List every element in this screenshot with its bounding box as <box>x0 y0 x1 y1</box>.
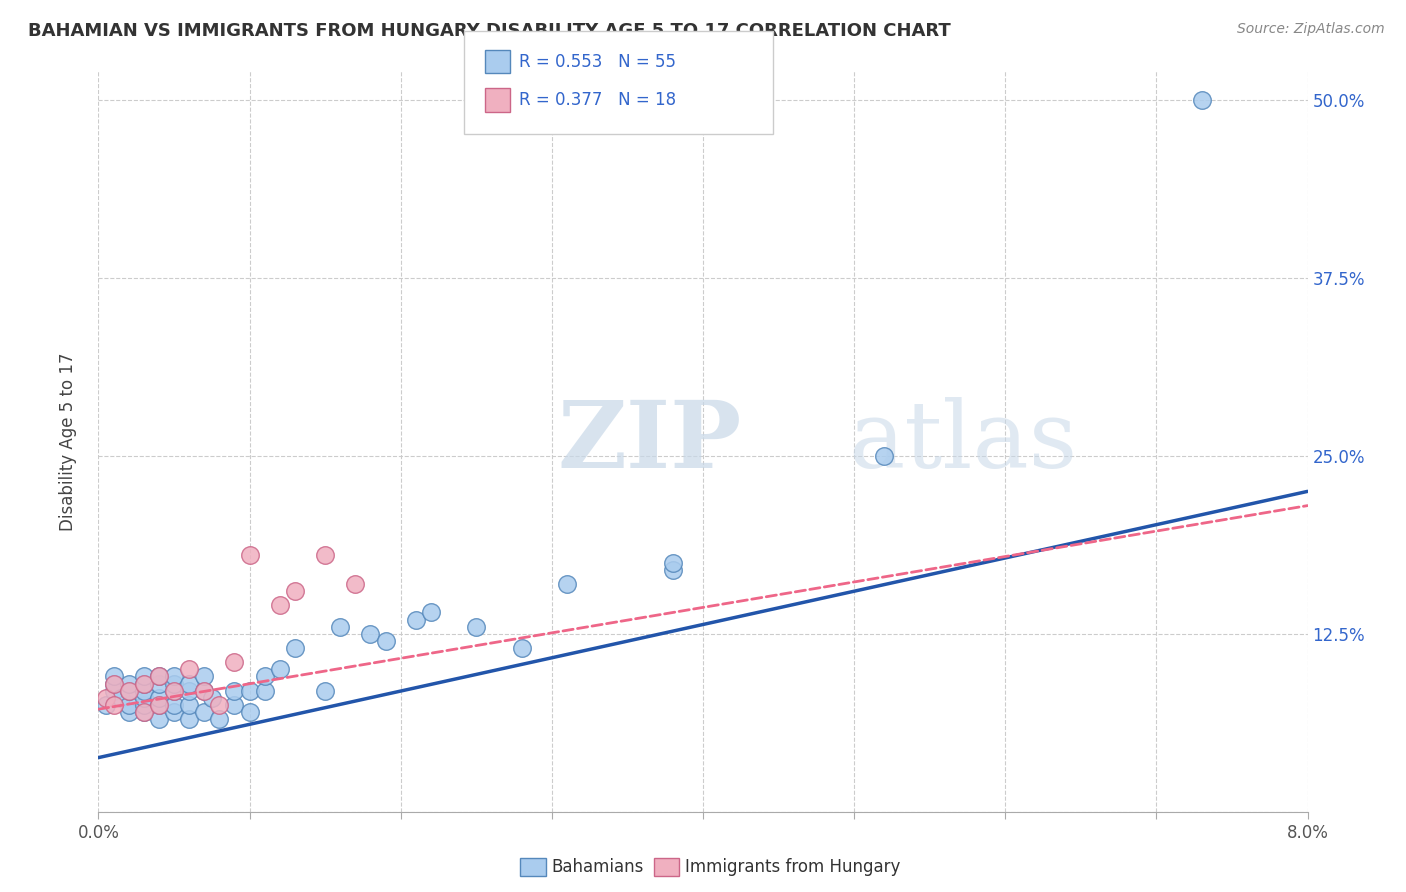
Point <box>193 669 215 683</box>
Point <box>118 683 141 698</box>
Point <box>163 683 186 698</box>
Point <box>284 640 307 655</box>
Point <box>132 705 155 719</box>
Point <box>329 619 352 633</box>
Point <box>132 698 155 712</box>
Point <box>163 705 186 719</box>
Point <box>239 683 262 698</box>
Point <box>269 662 291 676</box>
Text: Immigrants from Hungary: Immigrants from Hungary <box>685 858 900 876</box>
Point <box>103 683 125 698</box>
Text: ZIP: ZIP <box>558 397 742 486</box>
Point <box>344 577 367 591</box>
Point <box>94 698 117 712</box>
Point <box>193 683 215 698</box>
Point <box>103 676 125 690</box>
Point <box>510 640 533 655</box>
Point <box>284 584 307 599</box>
Point <box>132 676 155 690</box>
Point <box>118 705 141 719</box>
Point <box>148 690 170 705</box>
Point <box>94 690 117 705</box>
Point <box>405 613 427 627</box>
Text: BAHAMIAN VS IMMIGRANTS FROM HUNGARY DISABILITY AGE 5 TO 17 CORRELATION CHART: BAHAMIAN VS IMMIGRANTS FROM HUNGARY DISA… <box>28 22 950 40</box>
Point <box>148 669 170 683</box>
Point <box>253 683 276 698</box>
Point <box>662 556 685 570</box>
Point <box>179 712 201 726</box>
Point <box>103 698 125 712</box>
Point <box>555 577 578 591</box>
Point <box>148 712 170 726</box>
Text: atlas: atlas <box>848 397 1077 486</box>
Point <box>314 683 336 698</box>
Point <box>148 669 170 683</box>
Point <box>179 698 201 712</box>
Point <box>269 599 291 613</box>
Point <box>224 683 246 698</box>
Point <box>420 606 443 620</box>
Point <box>224 655 246 669</box>
Point <box>179 662 201 676</box>
Point <box>103 676 125 690</box>
Point <box>193 683 215 698</box>
Text: Source: ZipAtlas.com: Source: ZipAtlas.com <box>1237 22 1385 37</box>
Point <box>465 619 488 633</box>
Text: R = 0.377   N = 18: R = 0.377 N = 18 <box>519 91 676 109</box>
Point <box>163 669 186 683</box>
Point <box>239 549 262 563</box>
Point <box>148 676 170 690</box>
Text: Bahamians: Bahamians <box>551 858 644 876</box>
Point <box>103 669 125 683</box>
Point <box>179 683 201 698</box>
Point <box>253 669 276 683</box>
Text: R = 0.553   N = 55: R = 0.553 N = 55 <box>519 53 676 70</box>
Point <box>208 698 231 712</box>
Point <box>118 683 141 698</box>
Point <box>374 633 396 648</box>
Point <box>179 676 201 690</box>
Point <box>118 676 141 690</box>
Point <box>118 698 141 712</box>
Point <box>132 683 155 698</box>
Point <box>224 698 246 712</box>
Point <box>314 549 336 563</box>
Y-axis label: Disability Age 5 to 17: Disability Age 5 to 17 <box>59 352 77 531</box>
Point <box>132 676 155 690</box>
Point <box>148 698 170 712</box>
Point <box>163 698 186 712</box>
Point <box>360 626 382 640</box>
Point <box>662 563 685 577</box>
Point <box>148 698 170 712</box>
Point <box>208 712 231 726</box>
Point <box>201 690 224 705</box>
Point <box>193 705 215 719</box>
Point <box>239 705 262 719</box>
Point <box>132 669 155 683</box>
Point <box>132 690 155 705</box>
Point <box>110 690 132 705</box>
Point <box>873 449 896 463</box>
Point <box>163 683 186 698</box>
Point <box>163 676 186 690</box>
Point <box>132 705 155 719</box>
Point <box>1191 93 1213 107</box>
